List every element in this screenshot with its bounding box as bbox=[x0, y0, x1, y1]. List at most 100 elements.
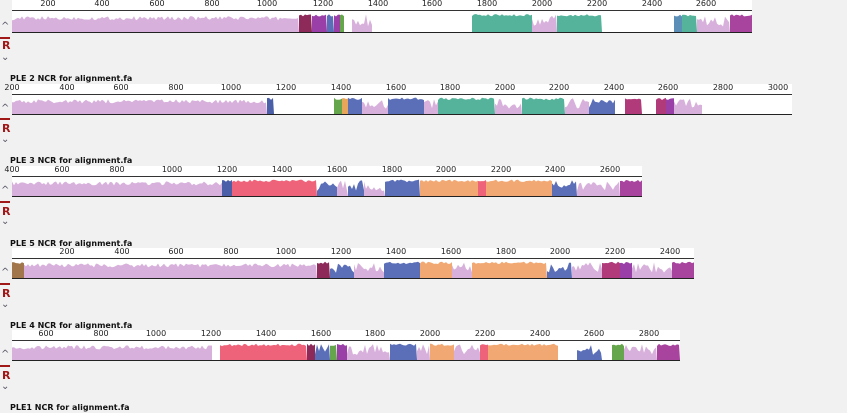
tick-label: 2600 bbox=[599, 165, 621, 174]
lcb-block[interactable] bbox=[307, 343, 315, 360]
lcb-block[interactable] bbox=[532, 14, 557, 32]
lcb-block[interactable] bbox=[486, 179, 552, 196]
tick-label: 2600 bbox=[695, 0, 717, 8]
lcb-block[interactable] bbox=[589, 98, 615, 115]
lcb-block[interactable] bbox=[420, 179, 478, 196]
lcb-block[interactable] bbox=[430, 343, 454, 360]
lcb-block[interactable] bbox=[577, 181, 620, 196]
lcb-block[interactable] bbox=[472, 261, 547, 278]
lcb-block[interactable] bbox=[547, 262, 572, 278]
alignment-track-1[interactable] bbox=[12, 95, 792, 115]
lcb-block[interactable] bbox=[522, 97, 565, 114]
lcb-block[interactable] bbox=[557, 14, 602, 32]
lcb-block[interactable] bbox=[12, 345, 212, 360]
reverse-button[interactable]: R bbox=[2, 122, 11, 135]
lcb-block[interactable] bbox=[624, 344, 657, 360]
move-down-icon[interactable]: ⌄ bbox=[1, 299, 10, 310]
lcb-block[interactable] bbox=[472, 14, 532, 32]
alignment-track-2[interactable] bbox=[12, 177, 642, 197]
move-up-icon[interactable]: ^ bbox=[1, 21, 10, 32]
lcb-block[interactable] bbox=[12, 16, 299, 32]
lcb-block[interactable] bbox=[480, 344, 488, 360]
lcb-block[interactable] bbox=[384, 261, 420, 278]
lcb-block[interactable] bbox=[602, 261, 620, 278]
lcb-block[interactable] bbox=[697, 16, 730, 32]
lcb-block[interactable] bbox=[730, 14, 752, 32]
reverse-button[interactable]: R bbox=[2, 39, 11, 52]
lcb-block[interactable] bbox=[220, 343, 307, 360]
reverse-button[interactable]: R bbox=[2, 369, 11, 382]
lcb-block[interactable] bbox=[342, 98, 348, 114]
lcb-block[interactable] bbox=[438, 97, 495, 114]
lcb-block[interactable] bbox=[666, 98, 674, 114]
lcb-block[interactable] bbox=[388, 97, 424, 114]
lcb-block[interactable] bbox=[337, 180, 348, 196]
lcb-block[interactable] bbox=[267, 97, 274, 114]
lcb-block[interactable] bbox=[24, 263, 317, 278]
lcb-block[interactable] bbox=[12, 262, 24, 278]
lcb-block[interactable] bbox=[354, 263, 384, 278]
lcb-block[interactable] bbox=[385, 179, 420, 196]
reverse-button[interactable]: R bbox=[2, 287, 11, 300]
lcb-block[interactable] bbox=[454, 344, 480, 360]
move-down-icon[interactable]: ⌄ bbox=[1, 381, 10, 392]
lcb-block[interactable] bbox=[478, 180, 486, 196]
lcb-block[interactable] bbox=[420, 261, 452, 278]
lcb-block[interactable] bbox=[625, 98, 642, 114]
lcb-block[interactable] bbox=[657, 343, 680, 360]
lcb-block[interactable] bbox=[495, 99, 522, 114]
move-down-icon[interactable]: ⌄ bbox=[1, 216, 10, 227]
lcb-block[interactable] bbox=[452, 262, 472, 278]
lcb-block[interactable] bbox=[682, 14, 697, 33]
lcb-block[interactable] bbox=[317, 261, 330, 278]
lcb-block[interactable] bbox=[674, 98, 702, 114]
lcb-block[interactable] bbox=[552, 180, 577, 196]
lcb-block[interactable] bbox=[312, 14, 327, 32]
lcb-block[interactable] bbox=[390, 343, 417, 360]
lcb-block[interactable] bbox=[632, 262, 672, 279]
move-down-icon[interactable]: ⌄ bbox=[1, 52, 10, 63]
lcb-block[interactable] bbox=[612, 343, 624, 360]
move-up-icon[interactable]: ^ bbox=[1, 185, 10, 196]
lcb-block[interactable] bbox=[352, 14, 372, 32]
lcb-block[interactable] bbox=[674, 14, 682, 33]
lcb-block[interactable] bbox=[488, 343, 558, 360]
lcb-block[interactable] bbox=[12, 99, 267, 114]
lcb-block[interactable] bbox=[565, 98, 589, 114]
lcb-block[interactable] bbox=[315, 344, 330, 360]
lcb-block[interactable] bbox=[12, 181, 222, 196]
lcb-block[interactable] bbox=[620, 262, 632, 278]
lcb-block[interactable] bbox=[337, 343, 347, 360]
lcb-block[interactable] bbox=[299, 14, 312, 33]
lcb-block[interactable] bbox=[348, 180, 364, 196]
move-down-icon[interactable]: ⌄ bbox=[1, 134, 10, 145]
lcb-block[interactable] bbox=[656, 97, 666, 114]
lcb-block[interactable] bbox=[348, 97, 362, 114]
lcb-block[interactable] bbox=[330, 344, 337, 360]
lcb-block[interactable] bbox=[330, 263, 354, 278]
lcb-block[interactable] bbox=[572, 262, 602, 278]
move-up-icon[interactable]: ^ bbox=[1, 267, 10, 278]
lcb-block[interactable] bbox=[620, 180, 642, 196]
alignment-track-3[interactable] bbox=[12, 259, 694, 279]
alignment-track-4[interactable] bbox=[12, 341, 680, 361]
move-up-icon[interactable]: ^ bbox=[1, 349, 10, 360]
lcb-block[interactable] bbox=[327, 14, 334, 33]
lcb-block[interactable] bbox=[340, 14, 344, 33]
move-up-icon[interactable]: ^ bbox=[1, 103, 10, 114]
lcb-block[interactable] bbox=[334, 14, 340, 32]
lcb-block[interactable] bbox=[362, 100, 388, 114]
lcb-block[interactable] bbox=[424, 99, 438, 114]
lcb-block[interactable] bbox=[317, 181, 337, 197]
lcb-block[interactable] bbox=[222, 179, 232, 196]
lcb-block[interactable] bbox=[334, 97, 342, 114]
lcb-block[interactable] bbox=[232, 179, 317, 196]
lcb-block[interactable] bbox=[347, 344, 390, 360]
alignment-track-0[interactable] bbox=[12, 11, 752, 33]
tick-label: 600 bbox=[113, 83, 129, 92]
lcb-block[interactable] bbox=[577, 345, 602, 360]
lcb-block[interactable] bbox=[364, 181, 385, 196]
lcb-block[interactable] bbox=[672, 261, 694, 278]
lcb-block[interactable] bbox=[417, 344, 430, 360]
reverse-button[interactable]: R bbox=[2, 205, 11, 218]
